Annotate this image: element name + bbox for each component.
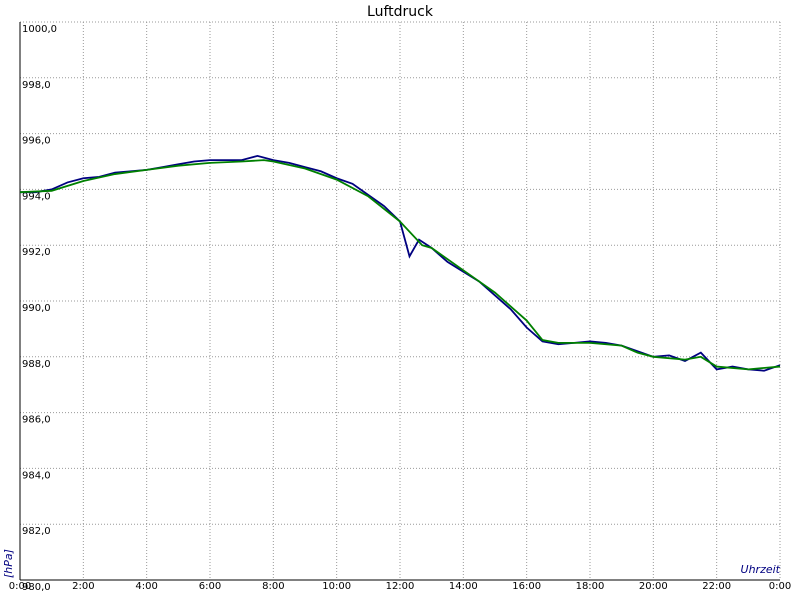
x-tick-label: 8:00 [262,581,284,592]
x-tick-label: 0:00 [769,581,791,592]
line-series [19,159,781,371]
y-tick-label: 998,0 [22,80,51,91]
y-tick-label: 994,0 [22,191,51,202]
y-tick-label: 992,0 [22,247,51,258]
y-tick-label: 996,0 [22,136,51,147]
x-tick-label: 18:00 [576,581,605,592]
y-axis-label: [hPa] [2,549,15,578]
y-tick-label: 1000,0 [22,24,57,35]
x-axis-label: Uhrzeit [741,563,781,576]
y-tick-label: 986,0 [22,415,51,426]
x-tick-label: 12:00 [386,581,415,592]
x-tick-label: 6:00 [199,581,221,592]
x-tick-label: 20:00 [639,581,668,592]
x-tick-label: 16:00 [512,581,541,592]
x-tick-label: 14:00 [449,581,478,592]
x-tick-label: 0:00 [9,581,31,592]
y-tick-label: 990,0 [22,303,51,314]
x-tick-label: 4:00 [135,581,157,592]
x-tick-label: 22:00 [702,581,731,592]
y-tick-label: 980,0 [22,582,51,593]
x-tick-label: 2:00 [72,581,94,592]
y-tick-label: 988,0 [22,359,51,370]
chart-title: Luftdruck [367,4,434,20]
line-series [20,154,781,372]
y-tick-label: 984,0 [22,470,51,481]
y-tick-label: 982,0 [22,526,51,537]
x-tick-label: 10:00 [322,581,351,592]
